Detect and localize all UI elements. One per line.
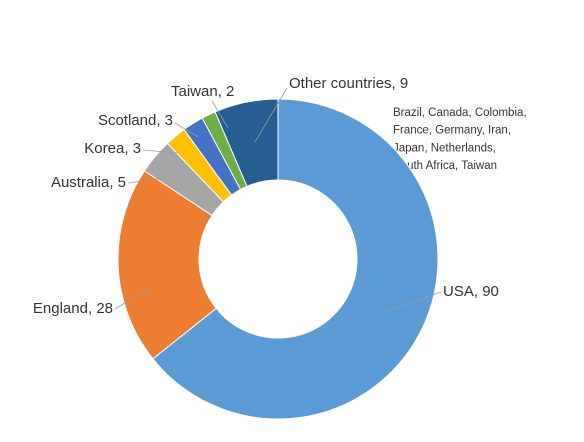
- separator: ,: [124, 140, 132, 157]
- leader-line: [384, 291, 442, 312]
- donut-slice: [117, 170, 217, 360]
- donut-slice: [214, 98, 279, 188]
- value-label: 90: [482, 283, 499, 300]
- data-label: Australia, 5: [51, 174, 126, 191]
- leader-line: [254, 87, 288, 143]
- annotation: Brazil, Canada, Colombia, France, Germany…: [393, 107, 527, 172]
- separator: ,: [218, 83, 226, 100]
- annotation-line: South Africa, Taiwan: [393, 160, 497, 172]
- donut-slice: [152, 98, 439, 420]
- value-label: 28: [96, 300, 113, 317]
- category-label: USA: [443, 283, 474, 300]
- data-label: USA, 90: [443, 283, 499, 300]
- leader-line: [127, 177, 166, 184]
- annotation-line: France, Germany, Iran,: [393, 125, 511, 137]
- category-label: England: [33, 300, 88, 317]
- value-label: 3: [165, 112, 173, 129]
- value-label: 9: [400, 75, 408, 92]
- data-label: Taiwan, 2: [171, 83, 234, 100]
- leader-line: [142, 149, 179, 154]
- data-label: Scotland, 3: [98, 112, 173, 129]
- annotation-line: Japan, Netherlands,: [393, 142, 496, 154]
- data-label: England, 28: [33, 300, 113, 317]
- category-label: Australia: [51, 174, 110, 191]
- separator: ,: [109, 174, 117, 191]
- data-label: Other countries, 9: [289, 75, 408, 92]
- value-label: 3: [133, 140, 141, 157]
- category-label: Korea: [84, 140, 125, 157]
- value-label: 5: [118, 174, 126, 191]
- leader-line: [211, 100, 229, 129]
- separator: ,: [88, 300, 96, 317]
- category-label: Other countries: [289, 75, 392, 92]
- data-label: Korea, 3: [84, 140, 141, 157]
- annotation-line: Brazil, Canada, Colombia,: [393, 107, 527, 119]
- value-label: 2: [226, 83, 234, 100]
- leader-line: [114, 287, 151, 310]
- separator: ,: [392, 75, 400, 92]
- leader-line: [174, 122, 199, 138]
- separator: ,: [156, 112, 164, 129]
- category-label: Taiwan: [171, 83, 218, 100]
- separator: ,: [474, 283, 482, 300]
- category-label: Scotland: [98, 112, 156, 129]
